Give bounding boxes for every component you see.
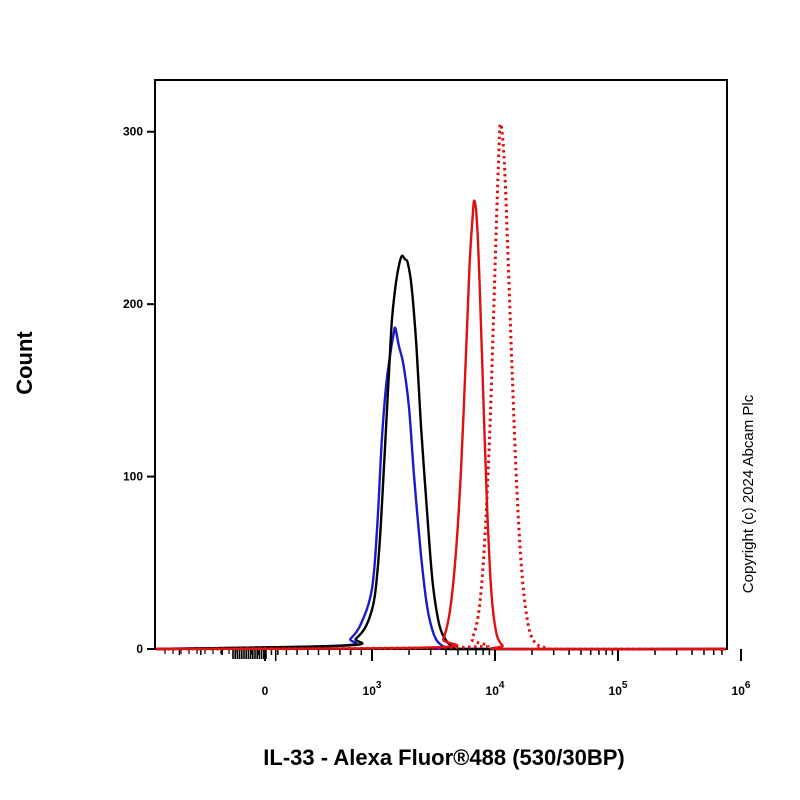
y-axis-ticks: 0 100 200 300: [123, 125, 155, 656]
series-line-1: [155, 326, 727, 651]
y-tick-label: 100: [123, 470, 143, 484]
y-tick-label: 200: [123, 297, 143, 311]
x-tick-label: 0: [262, 684, 269, 698]
plot-frame: [154, 79, 728, 650]
x-axis-ticks: 0 103 104 105 106: [262, 649, 751, 698]
x-axis-title: IL-33 - Alexa Fluor®488 (530/30BP): [263, 745, 624, 770]
x-tick-label: 106: [732, 680, 751, 698]
series-layer: [155, 122, 727, 651]
series-line-2: [155, 254, 727, 651]
y-tick-label: 300: [123, 125, 143, 139]
x-tick-label: 103: [363, 680, 382, 698]
y-tick-label: 0: [136, 642, 143, 656]
x-tick-label: 104: [486, 680, 505, 698]
x-minor-ticks: [164, 649, 723, 661]
x-tick-label: 105: [609, 680, 628, 698]
series-line-3: [155, 199, 727, 651]
copyright-notice: Copyright (c) 2024 Abcam Plc: [740, 394, 757, 593]
y-axis-title: Count: [12, 331, 37, 395]
series-line-4: [155, 122, 727, 651]
